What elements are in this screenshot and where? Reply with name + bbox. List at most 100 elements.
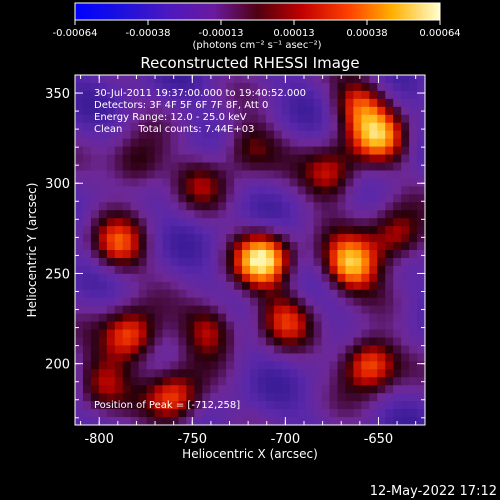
- heatmap-cell: [385, 369, 394, 378]
- heatmap-cell: [178, 321, 187, 330]
- heatmap-cell: [170, 202, 179, 211]
- heatmap-cell: [98, 162, 108, 171]
- heatmap-cell: [154, 369, 163, 378]
- heatmap-cell: [369, 130, 378, 140]
- heatmap-cell: [114, 265, 124, 275]
- heatmap-cell: [130, 138, 140, 147]
- heatmap-cell: [345, 417, 354, 425]
- heatmap-cell: [106, 369, 116, 378]
- heatmap-cell: [178, 138, 187, 147]
- heatmap-cell: [377, 226, 386, 235]
- heatmap-cell: [154, 257, 163, 267]
- heatmap-cell: [305, 75, 315, 84]
- heatmap-cell: [313, 393, 322, 402]
- heatmap-cell: [377, 234, 386, 243]
- heatmap-cell: [218, 377, 227, 386]
- heatmap-cell: [281, 106, 291, 116]
- heatmap-cell: [281, 226, 291, 235]
- heatmap-cell: [297, 146, 307, 155]
- heatmap-cell: [82, 265, 92, 275]
- heatmap-cell: [186, 401, 195, 410]
- heatmap-cell: [345, 281, 354, 291]
- heatmap-cell: [202, 202, 211, 211]
- heatmap-cell: [106, 417, 116, 425]
- heatmap-cell: [401, 313, 410, 322]
- heatmap-cell: [393, 82, 402, 92]
- heatmap-cell: [361, 313, 370, 322]
- heatmap-cell: [98, 210, 108, 219]
- heatmap-cell: [321, 226, 330, 235]
- heatmap-cell: [178, 82, 187, 92]
- heatmap-cell: [313, 154, 322, 163]
- heatmap-cell: [106, 98, 116, 108]
- heatmap-cell: [417, 281, 425, 291]
- heatmap-cell: [234, 122, 243, 132]
- heatmap-cell: [377, 257, 386, 267]
- heatmap-cell: [170, 345, 179, 354]
- heatmap-cell: [353, 417, 362, 425]
- heatmap-cell: [305, 273, 315, 283]
- heatmap-cell: [273, 417, 283, 425]
- heatmap-cell: [234, 82, 243, 92]
- heatmap-cell: [154, 409, 163, 418]
- heatmap-cell: [75, 313, 84, 322]
- heatmap-cell: [281, 210, 291, 219]
- heatmap-cell: [90, 130, 100, 140]
- heatmap-cell: [345, 353, 354, 362]
- heatmap-cell: [273, 321, 283, 330]
- heatmap-cell: [234, 106, 243, 116]
- heatmap-cell: [154, 130, 163, 140]
- heatmap-cell: [98, 313, 108, 322]
- heatmap-cell: [281, 154, 291, 163]
- heatmap-cell: [146, 114, 155, 124]
- heatmap-cell: [122, 98, 132, 108]
- heatmap-cell: [329, 321, 338, 330]
- heatmap-cell: [265, 409, 275, 418]
- heatmap-cell: [82, 289, 92, 299]
- heatmap-cell: [297, 98, 307, 108]
- heatmap-cell: [114, 122, 124, 132]
- heatmap-cell: [321, 146, 330, 155]
- heatmap-cell: [218, 242, 227, 251]
- heatmap-cell: [226, 417, 235, 425]
- heatmap-cell: [162, 210, 171, 219]
- heatmap-cell: [178, 369, 187, 378]
- heatmap-cell: [202, 98, 211, 108]
- heatmap-cell: [393, 289, 402, 299]
- heatmap-cell: [146, 337, 155, 346]
- heatmap-cell: [170, 353, 179, 362]
- heatmap-cell: [369, 409, 378, 418]
- heatmap-cell: [234, 218, 243, 227]
- heatmap-cell: [377, 242, 386, 251]
- heatmap-cell: [265, 329, 275, 338]
- heatmap-cell: [257, 289, 267, 299]
- heatmap-cell: [154, 178, 163, 187]
- heatmap-cell: [75, 218, 84, 227]
- heatmap-cell: [122, 313, 132, 322]
- y-tick-label: 350: [45, 87, 70, 102]
- heatmap-cell: [401, 329, 410, 338]
- heatmap-cell: [90, 385, 100, 394]
- heatmap-cell: [265, 122, 275, 132]
- heatmap-cell: [305, 281, 315, 291]
- heatmap-cell: [106, 194, 116, 203]
- heatmap-cell: [401, 289, 410, 299]
- heatmap-cell: [369, 162, 378, 171]
- heatmap-cell: [98, 234, 108, 243]
- heatmap-cell: [273, 202, 283, 211]
- heatmap-cell: [417, 234, 425, 243]
- heatmap-cell: [138, 353, 147, 362]
- heatmap-cell: [178, 106, 187, 116]
- heatmap-cell: [218, 210, 227, 219]
- heatmap-cell: [194, 194, 203, 203]
- heatmap-cell: [75, 345, 84, 354]
- heatmap-cell: [273, 297, 283, 307]
- heatmap-cell: [114, 337, 124, 346]
- heatmap-cell: [321, 313, 330, 322]
- heatmap-cell: [98, 273, 108, 283]
- heatmap-cell: [114, 369, 124, 378]
- heatmap-cell: [337, 377, 346, 386]
- colorbar-tick-label: -0.00064: [53, 28, 98, 39]
- heatmap-cell: [385, 297, 394, 307]
- heatmap-cell: [186, 82, 195, 92]
